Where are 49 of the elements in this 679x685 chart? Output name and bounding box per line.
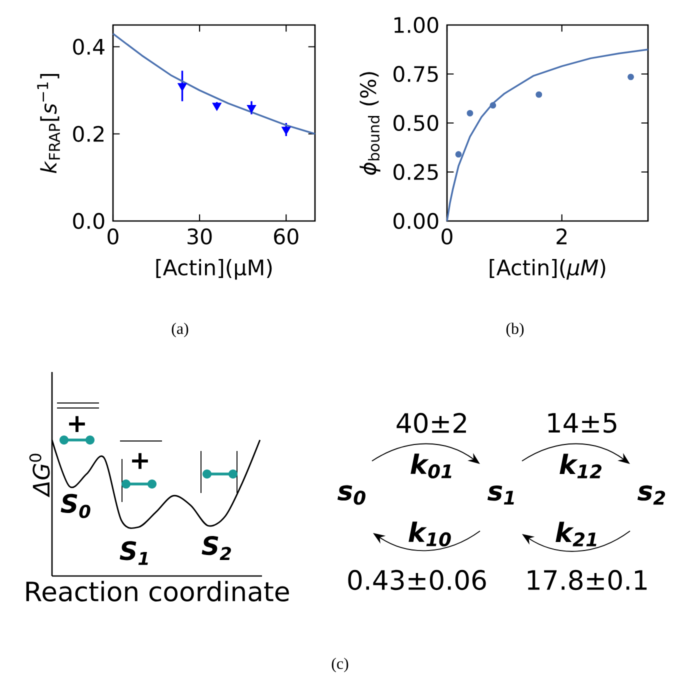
line-series (446, 48, 649, 222)
x-axis-title: [Actin](μM) (156, 258, 272, 280)
text: k$_{12}$ (560, 454, 602, 478)
text: 14±5 (548, 413, 616, 433)
y-tick-label: 0.00 (394, 212, 438, 230)
text: (b) (506, 322, 524, 338)
y-tick-label: 0.0 (73, 212, 104, 230)
y-tick-label: 0.4 (73, 38, 104, 55)
point (466, 110, 474, 116)
point (178, 83, 187, 92)
point (212, 102, 222, 111)
annotation: S$_{1}$ (120, 541, 148, 565)
point (455, 151, 462, 158)
y-axis-title: ϕ$_{bound}$ (%) (360, 72, 380, 175)
x-tick-label: 30 (188, 228, 212, 244)
text: s$_{2}$ (637, 485, 666, 505)
y-tick-label: 0.25 (394, 164, 438, 180)
point (628, 74, 634, 80)
text: (c) (332, 658, 348, 672)
text: 0.43±0.06 (348, 570, 486, 590)
annotation: S$_{0}$ (60, 494, 90, 518)
y-tick-label: 0.50 (394, 114, 438, 132)
text: s$_{1}$ (487, 485, 514, 505)
text: s$_{0}$ (337, 485, 366, 505)
text: k$_{01}$ (410, 454, 452, 478)
point (246, 104, 256, 114)
y-tick-label: 0.2 (73, 126, 104, 142)
text: 17.8±0.1 (528, 570, 647, 590)
text: k$_{10}$ (408, 522, 451, 546)
y-tick-label: 1.00 (394, 16, 438, 34)
text: (a) (172, 322, 188, 338)
text: 40±2 (396, 412, 466, 434)
point (536, 91, 542, 98)
annotation: + (132, 453, 148, 469)
x-tick-label: 0 (442, 228, 452, 244)
line-series (112, 32, 316, 135)
point (281, 126, 291, 135)
y-tick-label: 0.75 (394, 66, 438, 82)
x-tick-label: 2 (556, 228, 567, 244)
x-tick-label: 0 (108, 228, 118, 244)
x-axis-title: [Actin](μM) (490, 258, 606, 280)
y-axis-title: k$_{FRAP}$[s$^{−1}$] (37, 74, 60, 174)
x-tick-label: 60 (274, 228, 298, 244)
text: + (69, 416, 85, 432)
y-axis-title: ΔG$^{0}$ (29, 454, 50, 498)
x-axis-title: Reaction coordinate (26, 580, 289, 602)
text: k$_{21}$ (556, 522, 596, 546)
point (490, 102, 496, 109)
annotation: S$_{2}$ (202, 536, 231, 560)
